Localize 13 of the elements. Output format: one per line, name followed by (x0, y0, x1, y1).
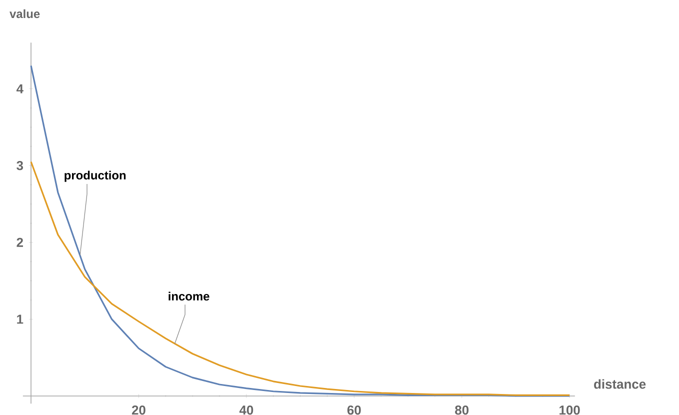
x-tick-label: 40 (239, 406, 254, 415)
y-tick-label: 2 (16, 238, 23, 247)
x-tick-label: 60 (347, 406, 361, 415)
text: income (168, 292, 210, 301)
series-label: production (64, 170, 126, 182)
y-tick-label: 1 (17, 314, 24, 324)
y-tick-label: 4 (16, 84, 24, 94)
x-tick-label: 80 (455, 406, 469, 415)
y-axis-title: value (10, 9, 40, 18)
x-tick-label: 20 (132, 406, 146, 415)
y-tick-label: 3 (16, 160, 24, 170)
x-tick-label: 100 (560, 406, 580, 415)
x-axis-title: distance (594, 379, 646, 389)
